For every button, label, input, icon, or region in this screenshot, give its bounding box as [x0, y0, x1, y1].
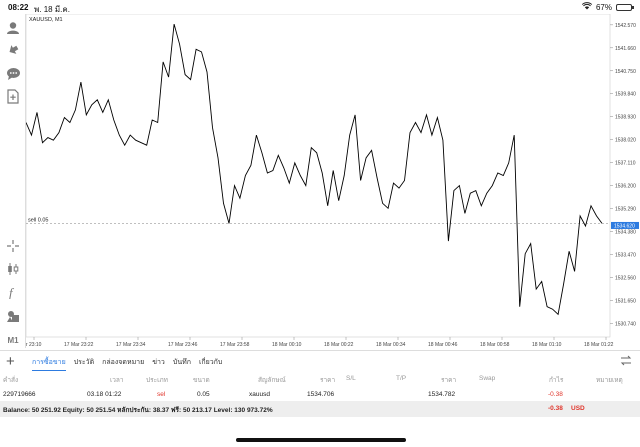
terminal-tabs: การซื้อขาย ประวัติ กล่องจดหมาย ข่าว บันท… — [32, 357, 222, 371]
total-profit: -0.38 — [548, 405, 563, 412]
x-tick-label: 17 Mar 23:34 — [116, 342, 146, 348]
col-sl: S/L — [346, 375, 356, 382]
table-row[interactable]: 229719666 03.18 01:22 sel 0.05 xauusd 15… — [0, 386, 640, 402]
x-tick-label: 18 Mar 00:22 — [324, 342, 354, 348]
chat-icon[interactable] — [3, 64, 23, 84]
table-header: คำสั่ง เวลา ประเภท ขนาด สัญลักษณ์ ราคา S… — [0, 372, 640, 386]
trade-icon[interactable] — [3, 40, 23, 60]
balance-text: Balance: 50 251.92 Equity: 50 251.54 หลั… — [3, 407, 273, 414]
home-indicator[interactable] — [236, 438, 406, 442]
order-type: sel — [157, 391, 166, 398]
tab-journal[interactable]: บันทึก — [172, 359, 191, 366]
y-tick-label: 1536.200 — [615, 184, 636, 190]
x-tick-label: 17 Mar 23:10 — [26, 342, 42, 348]
tab-history[interactable]: ประวัติ — [73, 359, 95, 366]
x-tick-label: 18 Mar 00:46 — [428, 342, 458, 348]
objects-icon[interactable] — [3, 306, 23, 326]
x-tick-label: 17 Mar 23:46 — [168, 342, 198, 348]
sell-order-label: sell 0.05 — [28, 217, 49, 223]
current-price-tag — [611, 221, 639, 229]
new-order-icon[interactable] — [3, 86, 23, 106]
y-tick-label: 1535.290 — [615, 207, 636, 213]
y-tick-label: 1540.750 — [615, 69, 636, 75]
plot-frame — [26, 14, 611, 338]
x-tick-label: 18 Mar 01:22 — [584, 342, 614, 348]
col-swap: Swap — [479, 375, 496, 382]
svg-text:f: f — [9, 285, 15, 299]
terminal-tab-bar: + การซื้อขาย ประวัติ กล่องจดหมาย ข่าว บั… — [0, 350, 640, 372]
battery-percent: 67% — [595, 2, 612, 12]
profit-currency: USD — [571, 405, 585, 412]
col-tp: T/P — [396, 375, 407, 382]
crosshair-icon[interactable] — [3, 236, 23, 256]
tab-news[interactable]: ข่าว — [152, 359, 165, 366]
price-chart[interactable]: XAUUSD, M1 sell 0.05 1542.570 1541.660 154… — [26, 14, 640, 348]
balance-bar: Balance: 50 251.92 Equity: 50 251.54 หลั… — [0, 401, 640, 417]
status-date: พ. 18 มี.ค. — [34, 5, 70, 14]
col-current-price: ราคา — [441, 377, 457, 384]
current-price-text: 1534.620 — [614, 223, 635, 229]
price-line — [26, 23, 603, 316]
y-tick-label: 1538.930 — [615, 115, 636, 121]
x-axis: 17 Mar 23:10 17 Mar 23:22 17 Mar 23:34 17 M… — [26, 337, 614, 348]
x-tick-label: 18 Mar 01:10 — [532, 342, 562, 348]
order-symbol: xauusd — [249, 391, 270, 398]
y-tick-label: 1541.660 — [615, 46, 636, 52]
order-time: 03.18 01:22 — [87, 391, 122, 398]
col-size: ขนาด — [193, 377, 210, 384]
x-tick-label: 18 Mar 00:34 — [376, 342, 406, 348]
sort-icon[interactable] — [620, 355, 632, 369]
y-tick-label: 1530.740 — [615, 321, 636, 327]
y-tick-label: 1531.650 — [615, 298, 636, 304]
battery-icon — [616, 3, 634, 11]
y-tick-label: 1534.380 — [615, 230, 636, 236]
order-current-price: 1534.782 — [428, 391, 456, 398]
symbol-label: XAUUSD, M1 — [29, 17, 63, 23]
col-comment: หมายเหตุ — [596, 377, 623, 384]
tab-trade[interactable]: การซื้อขาย — [32, 357, 66, 371]
y-tick-label: 1533.470 — [615, 252, 636, 258]
candles-icon[interactable] — [3, 259, 23, 279]
add-icon[interactable]: + — [6, 353, 15, 370]
col-symbol: สัญลักษณ์ — [258, 377, 286, 384]
order-open-price: 1534.706 — [307, 391, 335, 398]
order-profit: -0.38 — [548, 391, 563, 398]
y-tick-label: 1537.110 — [615, 161, 636, 167]
y-tick-label: 1542.570 — [615, 23, 636, 29]
account-icon[interactable] — [3, 18, 23, 38]
y-tick-label: 1538.020 — [615, 138, 636, 144]
status-right: 67% — [581, 2, 634, 12]
positions-table: คำสั่ง เวลา ประเภท ขนาด สัญลักษณ์ ราคา S… — [0, 372, 640, 402]
status-time: 08:22 — [8, 3, 29, 12]
tab-about[interactable]: เกี่ยวกับ — [198, 359, 223, 366]
x-tick-label: 17 Mar 23:22 — [64, 342, 94, 348]
status-bar: 08:22 พ. 18 มี.ค. 67% — [0, 0, 640, 14]
col-type: ประเภท — [146, 377, 168, 384]
tab-mailbox[interactable]: กล่องจดหมาย — [102, 359, 145, 366]
y-tick-label: 1532.560 — [615, 275, 636, 281]
col-price: ราคา — [320, 377, 336, 384]
x-tick-label: 17 Mar 23:58 — [220, 342, 250, 348]
y-axis: 1542.570 1541.660 1540.750 1539.840 1538.930… — [610, 23, 636, 327]
indicators-icon[interactable]: f — [3, 282, 23, 302]
wifi-icon — [581, 2, 593, 12]
price-chart-svg: XAUUSD, M1 sell 0.05 1542.5701541.660154… — [26, 14, 639, 348]
col-profit: กำไร — [549, 377, 564, 384]
y-tick-label: 1539.840 — [615, 92, 636, 98]
order-size: 0.05 — [197, 391, 210, 398]
col-order: คำสั่ง — [3, 377, 19, 384]
left-toolbar: f M1 — [0, 14, 26, 348]
timeframe-button[interactable]: M1 — [7, 335, 19, 345]
order-ticket: 229719666 — [3, 391, 36, 398]
x-tick-label: 18 Mar 00:58 — [480, 342, 510, 348]
x-tick-label: 18 Mar 00:10 — [272, 342, 302, 348]
col-time: เวลา — [110, 377, 124, 384]
